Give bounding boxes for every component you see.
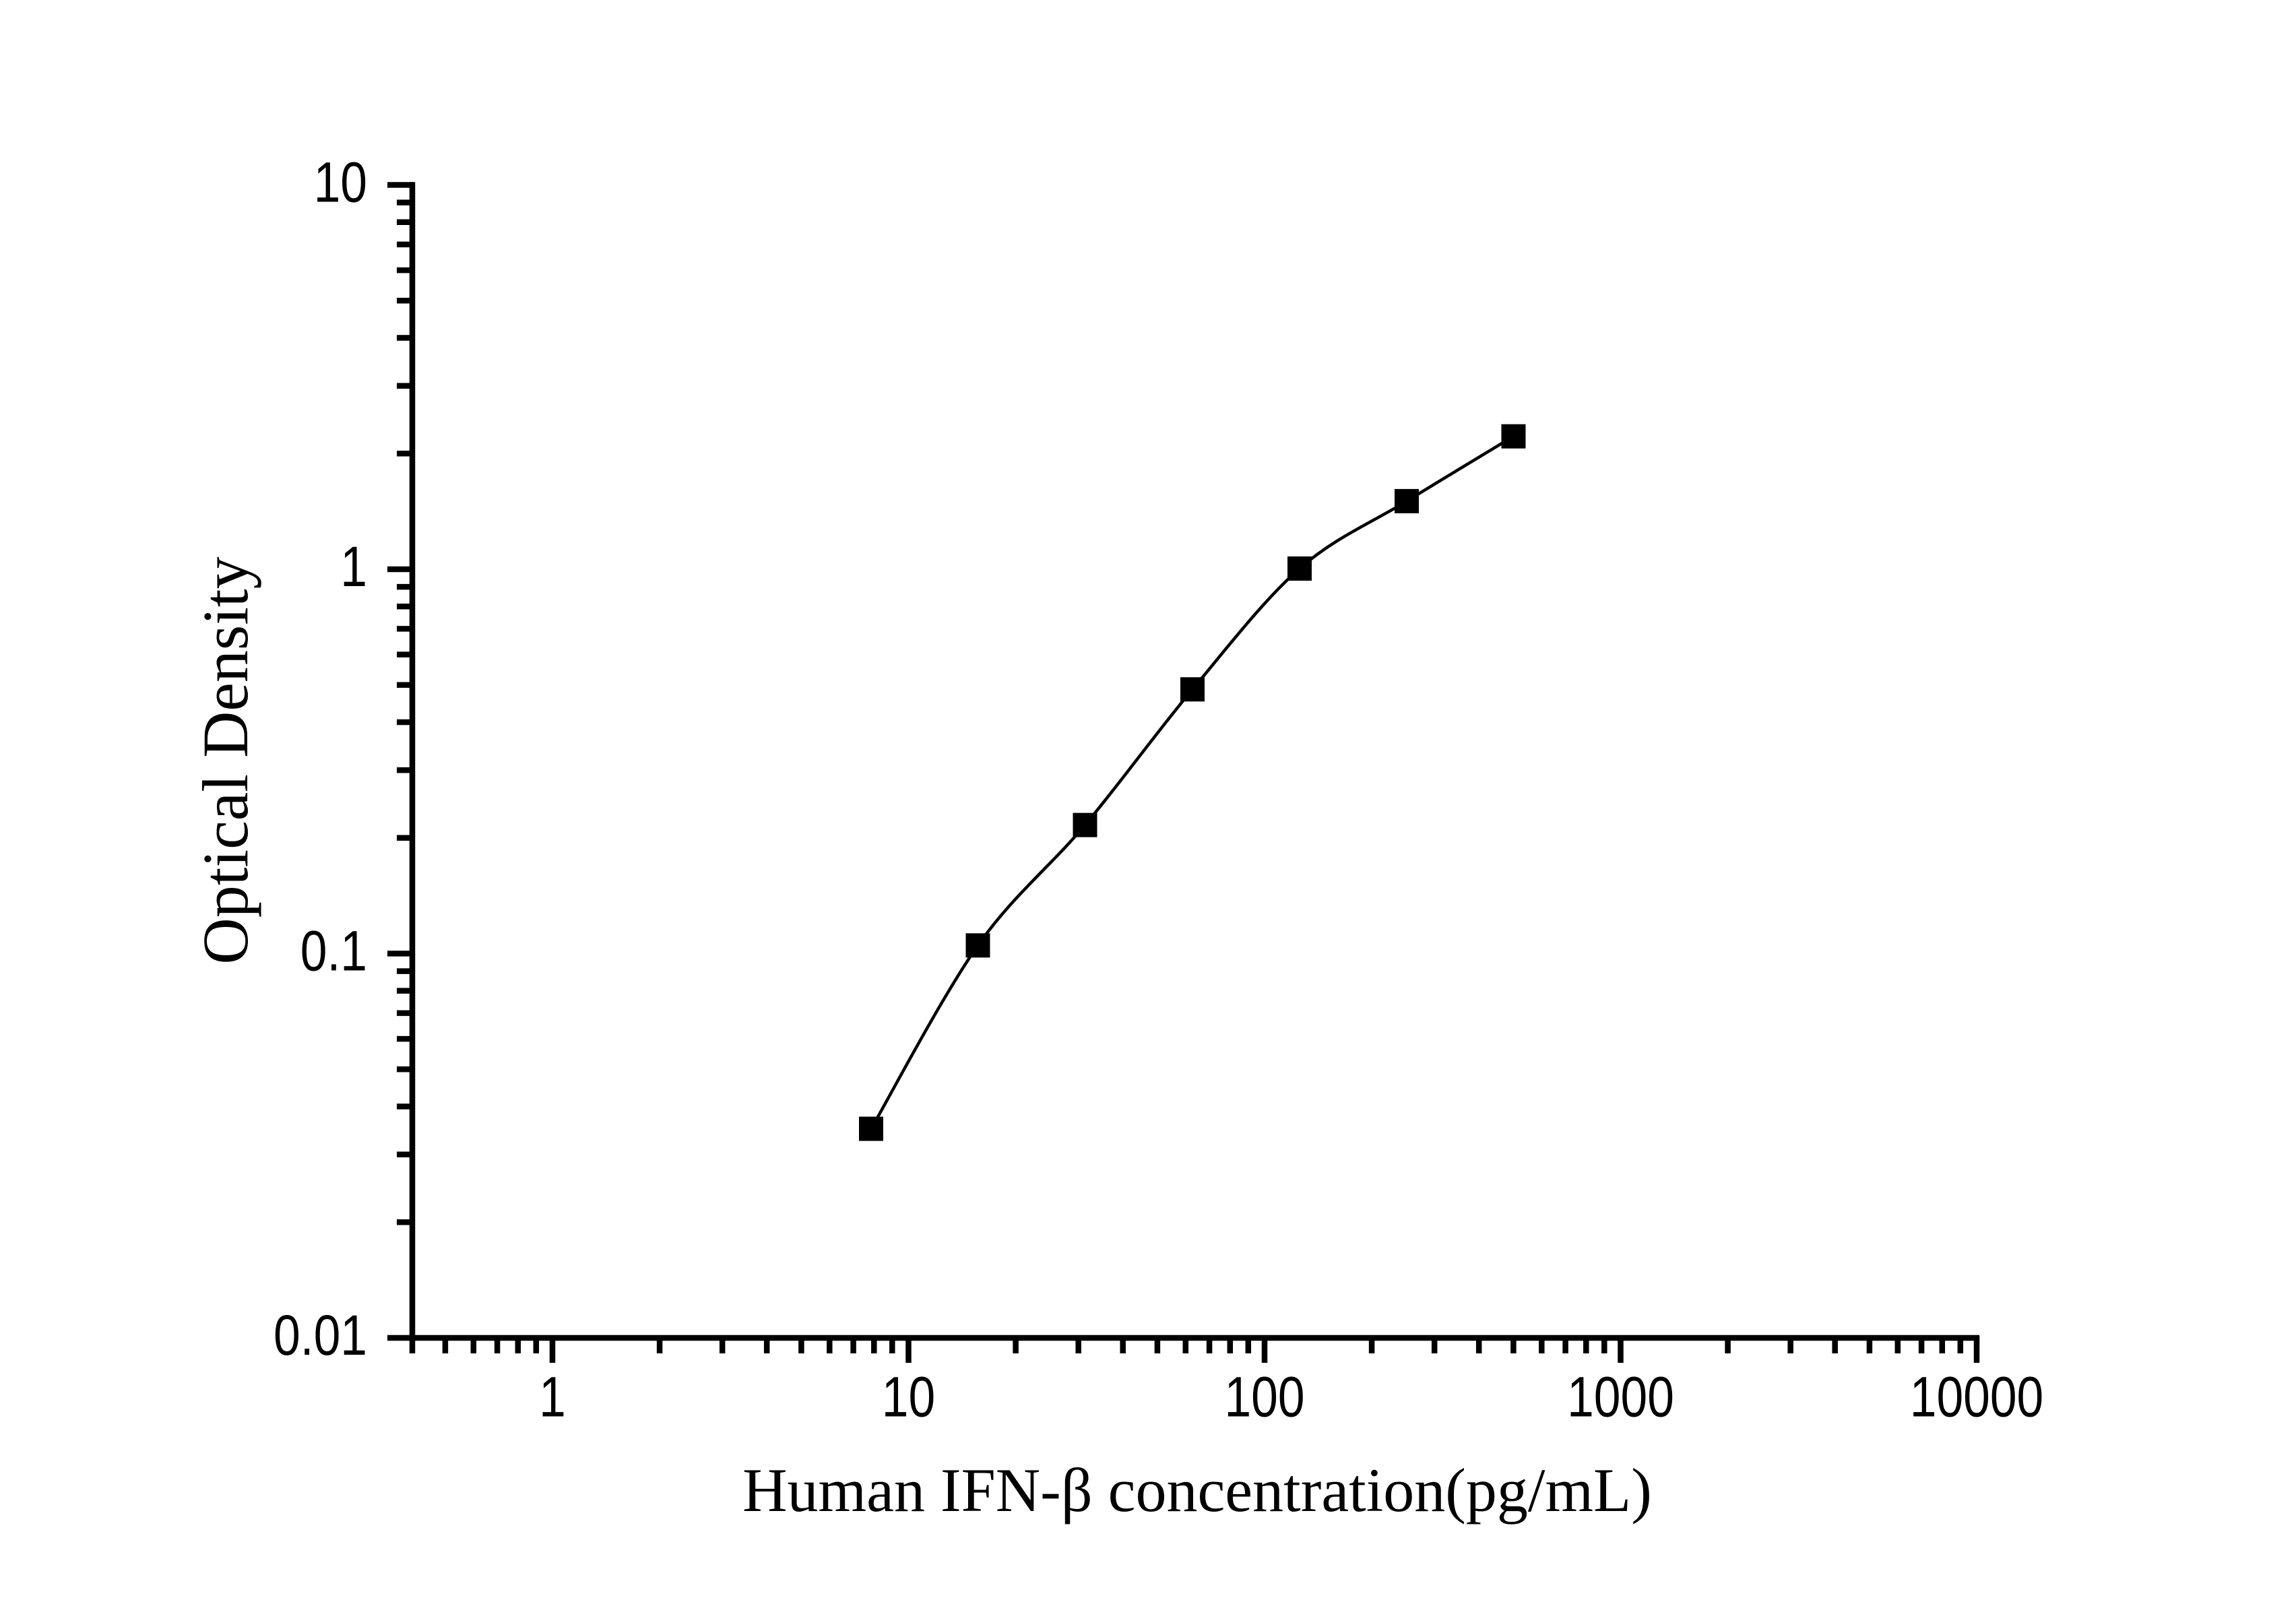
svg-text:10: 10 [882,1365,935,1429]
svg-text:Optical Density: Optical Density [189,556,261,964]
svg-text:0.1: 0.1 [300,919,367,983]
svg-text:1000: 1000 [1567,1365,1674,1429]
svg-text:100: 100 [1224,1365,1304,1429]
svg-text:0.01: 0.01 [274,1303,367,1367]
svg-text:10: 10 [314,150,367,214]
svg-text:1: 1 [340,534,367,598]
svg-text:10000: 10000 [1910,1365,2044,1429]
svg-text:1: 1 [539,1365,566,1429]
svg-text:Human IFN-β concentration(pg/m: Human IFN-β concentration(pg/mL) [742,1456,1652,1524]
